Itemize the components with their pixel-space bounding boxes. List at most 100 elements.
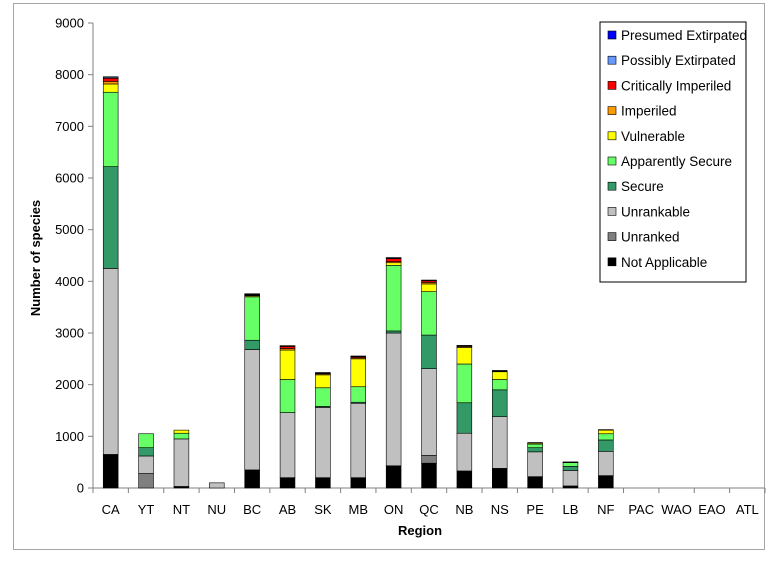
bar-segment — [492, 370, 508, 372]
y-axis-title: Number of species — [28, 200, 43, 316]
bar-stack-yt — [138, 433, 154, 489]
bar-segment — [244, 296, 260, 341]
bar-segment — [102, 166, 119, 269]
bar-segment — [562, 485, 579, 489]
legend-entry: Not Applicable — [621, 255, 707, 270]
bar-segment — [527, 476, 543, 489]
x-tick-label: QC — [419, 502, 439, 517]
legend-entry: Unrankable — [621, 204, 690, 219]
bar-segment — [102, 76, 119, 78]
x-tick-label: EAO — [698, 502, 725, 517]
bar-segment — [562, 462, 579, 467]
legend-swatch — [607, 232, 617, 241]
bar-segment — [385, 465, 402, 489]
legend-entry: Apparently Secure — [621, 154, 732, 169]
bar-segment — [385, 332, 402, 467]
x-tick-label: NF — [597, 502, 614, 517]
bar-segment — [421, 291, 437, 336]
y-tick-label: 6000 — [55, 171, 84, 186]
bar-segment — [279, 349, 296, 380]
x-axis-ticks: CA YT NT NU BC AB SK MB ON QC NB NS PE LB NF PAC WAO EAO A… — [92, 488, 766, 517]
bar-segment — [350, 402, 366, 478]
bar-segment — [279, 346, 296, 349]
bar-segment — [492, 371, 508, 380]
bar-segment — [102, 454, 119, 489]
y-tick-label: 5000 — [55, 222, 84, 237]
bar-segment — [492, 389, 508, 418]
x-tick-label: LB — [563, 502, 579, 517]
bar-segment — [173, 432, 190, 440]
bar-segment — [492, 416, 508, 469]
legend-entry: Imperiled — [621, 104, 677, 119]
bar-segment — [138, 473, 154, 489]
bar-segment — [102, 91, 119, 167]
bar-segment — [244, 293, 260, 295]
bar-stack-nb — [456, 345, 473, 489]
x-tick-label: NT — [173, 502, 190, 517]
bar-segment — [421, 462, 437, 489]
y-tick-label: 8000 — [55, 67, 84, 82]
legend-swatch — [607, 156, 617, 166]
bar-segment — [385, 257, 402, 259]
x-tick-label: NB — [455, 502, 473, 517]
bar-segment — [350, 355, 366, 357]
bar-segment — [527, 443, 543, 449]
legend-entry: Vulnerable — [621, 129, 685, 144]
bar-stack-sk — [315, 372, 331, 489]
bar-segment — [279, 477, 296, 489]
legend-swatch — [607, 81, 617, 90]
y-tick-label: 9000 — [55, 16, 84, 31]
bar-segment — [244, 339, 260, 350]
bar-segment — [421, 279, 437, 281]
bar-segment — [492, 379, 508, 391]
bar-segment — [385, 258, 402, 263]
bar-stack-ab — [279, 345, 296, 489]
bar-segment — [562, 461, 579, 463]
bar-segment — [421, 368, 437, 456]
bar-segment — [102, 77, 119, 82]
bar-segment — [421, 283, 437, 292]
x-tick-label: ON — [384, 502, 404, 517]
bar-segment — [527, 451, 543, 477]
x-axis-title: Region — [398, 523, 442, 538]
x-tick-label: NU — [207, 502, 226, 517]
y-axis-ticks: 0 1000 2000 3000 4000 5000 6000 7000 8000 9000 — [55, 16, 93, 496]
bar-stack-mb — [350, 355, 366, 489]
bar-segment — [244, 349, 260, 471]
legend-entry: Presumed Extirpated — [621, 28, 747, 43]
bar-segment — [385, 262, 402, 266]
legend-entry: Secure — [621, 179, 664, 194]
bar-stack-nu — [209, 482, 225, 489]
bar-segment — [421, 455, 437, 464]
legend-swatch — [607, 106, 617, 115]
legend-swatch — [607, 30, 617, 40]
bar-stack-nf — [598, 429, 614, 489]
bar-segment — [492, 468, 508, 489]
bar-stack-pe — [527, 442, 543, 489]
bar-segment — [456, 347, 473, 365]
bar-segment — [315, 387, 331, 407]
bar-stack-ca — [102, 76, 119, 489]
bar-segment — [350, 386, 366, 403]
bar-segment — [562, 470, 579, 487]
y-tick-label: 4000 — [55, 274, 84, 289]
y-tick-label: 2000 — [55, 377, 84, 392]
bar-segment — [421, 334, 437, 369]
legend-entry: Critically Imperiled — [621, 78, 731, 93]
legend-swatch — [607, 257, 617, 267]
y-tick-label: 7000 — [55, 119, 84, 134]
plot-area — [92, 23, 765, 489]
bar-segment — [138, 433, 154, 448]
bar-segment — [279, 412, 296, 478]
legend-swatch — [607, 181, 617, 191]
bar-segment — [456, 402, 473, 434]
x-tick-label: CA — [102, 502, 120, 517]
x-tick-label: SK — [314, 502, 332, 517]
bar-segment — [527, 442, 543, 444]
bar-segment — [456, 345, 473, 347]
legend-box — [599, 21, 747, 283]
bar-segment — [350, 358, 366, 388]
bar-segment — [456, 363, 473, 404]
bar-stack-ns — [492, 370, 508, 489]
